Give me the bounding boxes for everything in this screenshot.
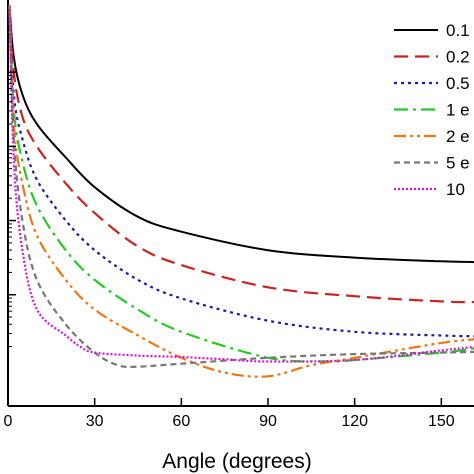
x-tick-label: 30 (86, 413, 104, 430)
x-axis-title: Angle (degrees) (162, 450, 311, 473)
legend-label: 0.5 (446, 74, 470, 93)
legend-label: 10 (446, 180, 465, 199)
legend-label: 0.1 (446, 21, 470, 40)
series-line-3 (8, 5, 474, 338)
legend-label: 5 e (446, 154, 470, 173)
x-tick-label: 0 (4, 413, 13, 430)
legend-label: 2 e (446, 127, 470, 146)
series-line-6 (8, 5, 474, 369)
series-line-5 (8, 5, 474, 378)
legend-label: 0.2 (446, 48, 470, 67)
legend-background (386, 12, 474, 212)
x-tick-label: 150 (428, 413, 455, 430)
x-tick-label: 120 (341, 413, 368, 430)
legend-label: 1 e (446, 101, 470, 120)
x-tick-label: 90 (259, 413, 277, 430)
x-tick-label: 60 (172, 413, 190, 430)
series-line-2 (8, 5, 474, 304)
series-line-1 (8, 5, 474, 264)
